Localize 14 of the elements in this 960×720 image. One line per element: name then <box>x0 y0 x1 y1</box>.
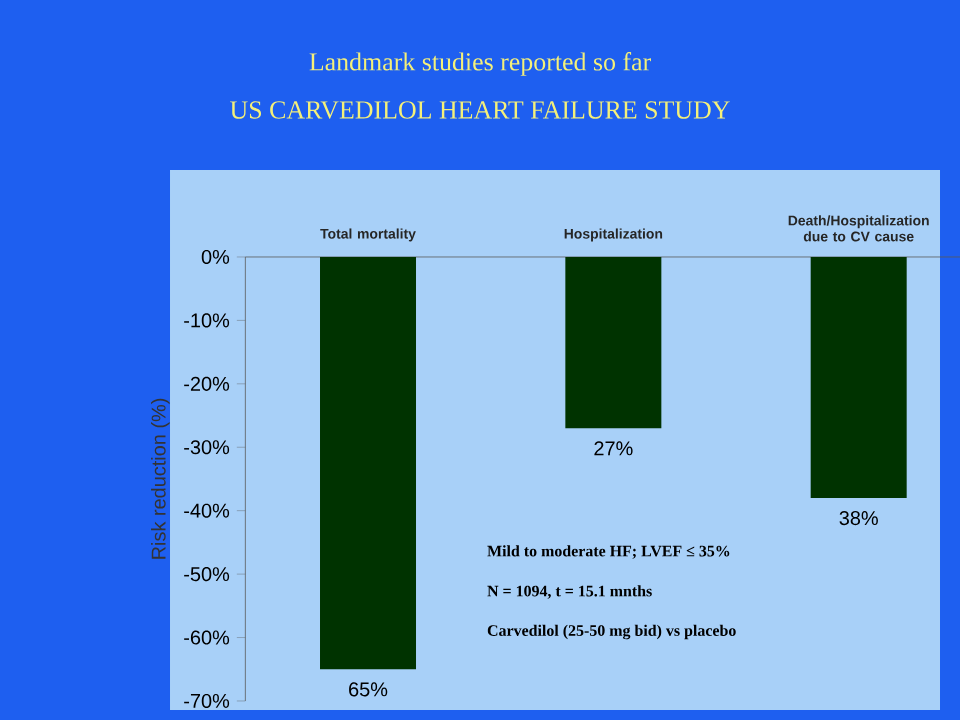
y-tick-label: 0% <box>201 249 230 265</box>
annotation: 38% <box>839 511 878 526</box>
y-tick-label: -50% <box>184 567 230 582</box>
y-tick-label: -30% <box>184 440 230 455</box>
annotation: 27% <box>594 441 633 456</box>
chart-title: Landmark studies reported so far <box>309 52 652 76</box>
y-tick-label: -60% <box>184 630 230 645</box>
y-tick-label: -70% <box>184 693 230 709</box>
y-tick-label: -20% <box>184 376 230 391</box>
chart-subtitle: US CARVEDILOL HEART FAILURE STUDY <box>230 101 730 119</box>
y-axis-title: Risk reduction (%) <box>151 398 170 559</box>
annotation: 65% <box>349 682 388 697</box>
y-tick-label: -40% <box>184 503 230 518</box>
y-tick-label: -10% <box>184 313 230 328</box>
